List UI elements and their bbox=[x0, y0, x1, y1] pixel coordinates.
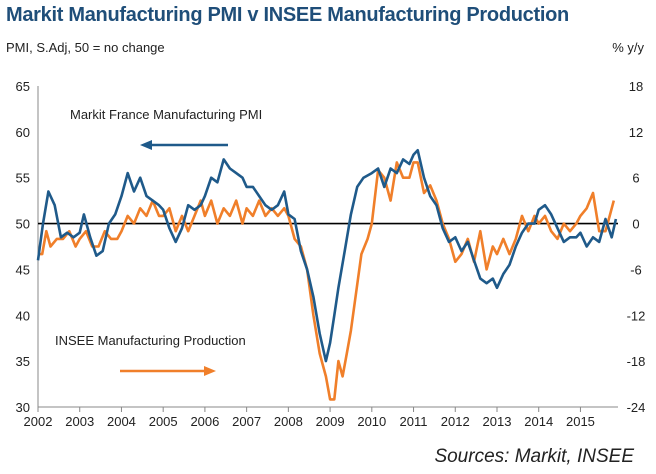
right-axis-tick-label: -24 bbox=[627, 400, 646, 415]
source-note: Sources: Markit, INSEE bbox=[434, 446, 634, 467]
right-axis-label: % y/y bbox=[612, 40, 644, 55]
left-axis-tick-label: 40 bbox=[16, 308, 30, 323]
x-axis-tick-label: 2014 bbox=[524, 414, 553, 429]
left-axis-ticks: 30 35 40 45 50 55 60 65 bbox=[16, 79, 30, 415]
left-axis-tick-label: 60 bbox=[16, 125, 30, 140]
x-axis-ticks: 2002 2003 2004 2005 2006 2007 2008 2009 2010 2011… bbox=[24, 407, 595, 429]
production-arrow-icon bbox=[120, 366, 216, 376]
left-axis-tick-label: 55 bbox=[16, 171, 30, 186]
production-annotation: INSEE Manufacturing Production bbox=[55, 333, 246, 348]
right-axis-ticks: -24 -18 -12 -6 0 6 12 18 bbox=[627, 79, 646, 415]
x-axis-tick-label: 2003 bbox=[65, 414, 94, 429]
right-axis-tick-label: 12 bbox=[629, 125, 643, 140]
left-axis-tick-label: 45 bbox=[16, 262, 30, 277]
x-axis-tick-label: 2011 bbox=[400, 414, 428, 429]
x-axis-tick-label: 2008 bbox=[274, 414, 303, 429]
right-axis-tick-label: -18 bbox=[627, 354, 646, 369]
left-axis-tick-label: 65 bbox=[16, 79, 30, 94]
right-axis-tick-label: 18 bbox=[629, 79, 643, 94]
left-axis-tick-label: 50 bbox=[16, 217, 30, 232]
x-axis-tick-label: 2012 bbox=[441, 414, 470, 429]
pmi-arrow-icon bbox=[140, 140, 228, 150]
x-axis-tick-label: 2005 bbox=[149, 414, 178, 429]
pmi-series-line bbox=[36, 148, 618, 363]
production-series-line bbox=[38, 161, 616, 401]
left-axis-tick-label: 35 bbox=[16, 354, 30, 369]
left-axis-tick-label: 30 bbox=[16, 400, 30, 415]
right-axis-tick-label: -6 bbox=[630, 262, 642, 277]
x-axis-tick-label: 2006 bbox=[190, 414, 219, 429]
x-axis-tick-label: 2010 bbox=[357, 414, 386, 429]
right-axis-tick-label: -12 bbox=[627, 308, 646, 323]
x-axis-tick-label: 2002 bbox=[24, 414, 53, 429]
right-axis-tick-label: 0 bbox=[632, 217, 639, 232]
x-axis-tick-label: 2015 bbox=[566, 414, 595, 429]
right-axis-tick-label: 6 bbox=[632, 171, 639, 186]
x-axis-tick-label: 2009 bbox=[316, 414, 345, 429]
x-axis-tick-label: 2004 bbox=[107, 414, 136, 429]
pmi-annotation: Markit France Manufacturing PMI bbox=[70, 107, 262, 122]
x-axis-tick-label: 2013 bbox=[483, 414, 512, 429]
chart-title: Markit Manufacturing PMI v INSEE Manufac… bbox=[6, 4, 569, 26]
left-axis-label: PMI, S.Adj, 50 = no change bbox=[6, 40, 165, 55]
x-axis-tick-label: 2007 bbox=[232, 414, 261, 429]
